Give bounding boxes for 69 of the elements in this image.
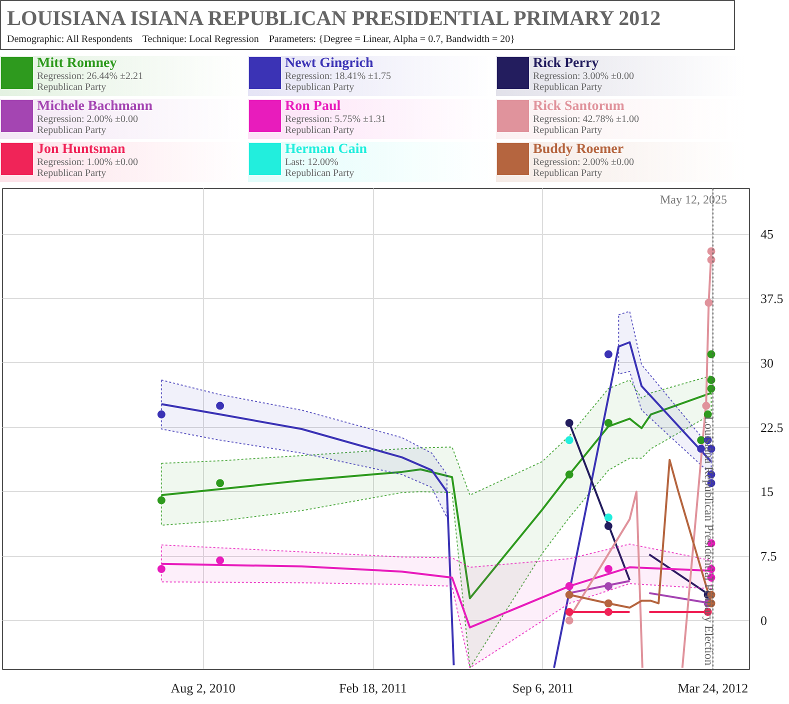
text: Republican Party [285,168,356,180]
point [565,418,574,427]
point [216,556,224,564]
text: Republican Party [37,82,108,94]
point [216,402,224,410]
legend-label: Jon Huntsman [37,142,126,158]
text: Regression: 1.00% ±0.00 [37,157,138,168]
x-tick-label: Feb 18, 2011 [339,680,407,696]
text: Republican Party [37,168,108,180]
point [216,479,224,488]
text: Republican Party [533,168,604,180]
y-tick-label: 0 [760,613,767,628]
point [704,298,713,307]
text: Regression: 18.41% ±1.75 [285,71,392,82]
point [604,582,612,590]
y-tick-label: 45 [760,226,774,242]
point [565,608,574,616]
point [157,565,166,573]
text: Regression: 26.44% ±2.21 [37,71,144,82]
point [565,470,574,479]
y-tick-label: 30 [760,355,774,370]
point [604,513,612,522]
text: Republican Party [285,125,356,136]
point [707,350,716,358]
y-tick-label: 37.5 [760,290,784,306]
point [604,608,612,616]
point [565,590,574,599]
y-tick-label: 7.5 [760,548,777,564]
point [707,247,716,256]
point [604,418,612,427]
point [707,376,716,384]
y-tick-label: 15 [760,484,774,500]
legend-label: Buddy Roemer [533,142,625,158]
text: Regression: 42.78% ±1.00 [533,114,640,126]
x-tick-label: Sep 6, 2011 [512,680,574,696]
text: Regression: 5.75% ±1.31 [285,114,386,126]
chart-title: LOUISIANA ISIANA REPUBLICAN PRESIDENTIAL PRIMARY 2012 [7,5,662,32]
legend-label: Michele Bachmann [37,99,152,114]
point [604,599,612,608]
text: Regression: 3.00% ±0.00 [533,71,634,82]
legend-label: Mitt Romney [37,56,118,72]
y-tick-label: 22.5 [760,420,784,435]
point [157,410,166,418]
legend-label: Herman Cain [285,142,368,158]
point [707,256,716,264]
point [604,350,612,358]
legend-label: Rick Perry [533,56,600,72]
point [565,616,574,625]
point [157,496,166,504]
chart-subtitle: Demographic: All Respondents Technique: Local Regression Parameters: {Degree = Linear, Alpha = 0.7, Bandwidth = 20} [7,33,516,47]
text: Republican Party [533,82,604,94]
point [604,522,612,530]
legend-label: Rick Santorum [533,99,626,114]
text: Regression: 2.00% ±0.00 [533,157,634,168]
legend-label: Ron Paul [285,99,342,114]
x-tick-label: Aug 2, 2010 [170,680,236,696]
text: Last: 12.00% [285,157,340,168]
point [702,402,710,410]
text: Republican Party [37,125,108,136]
legend-label: Newt Gingrich [285,56,374,72]
text: Republican Party [285,82,356,94]
ref-line-label: Louisiana Republican Presidential Primary Election [702,416,716,666]
text: Regression: 2.00% ±0.00 [37,114,140,126]
text: Republican Party [533,125,604,136]
x-tick-label: Mar 24, 2012 [678,680,748,696]
point [707,384,716,393]
point [565,436,574,444]
annotation: May 12, 2025 [660,192,727,206]
point [604,565,612,573]
